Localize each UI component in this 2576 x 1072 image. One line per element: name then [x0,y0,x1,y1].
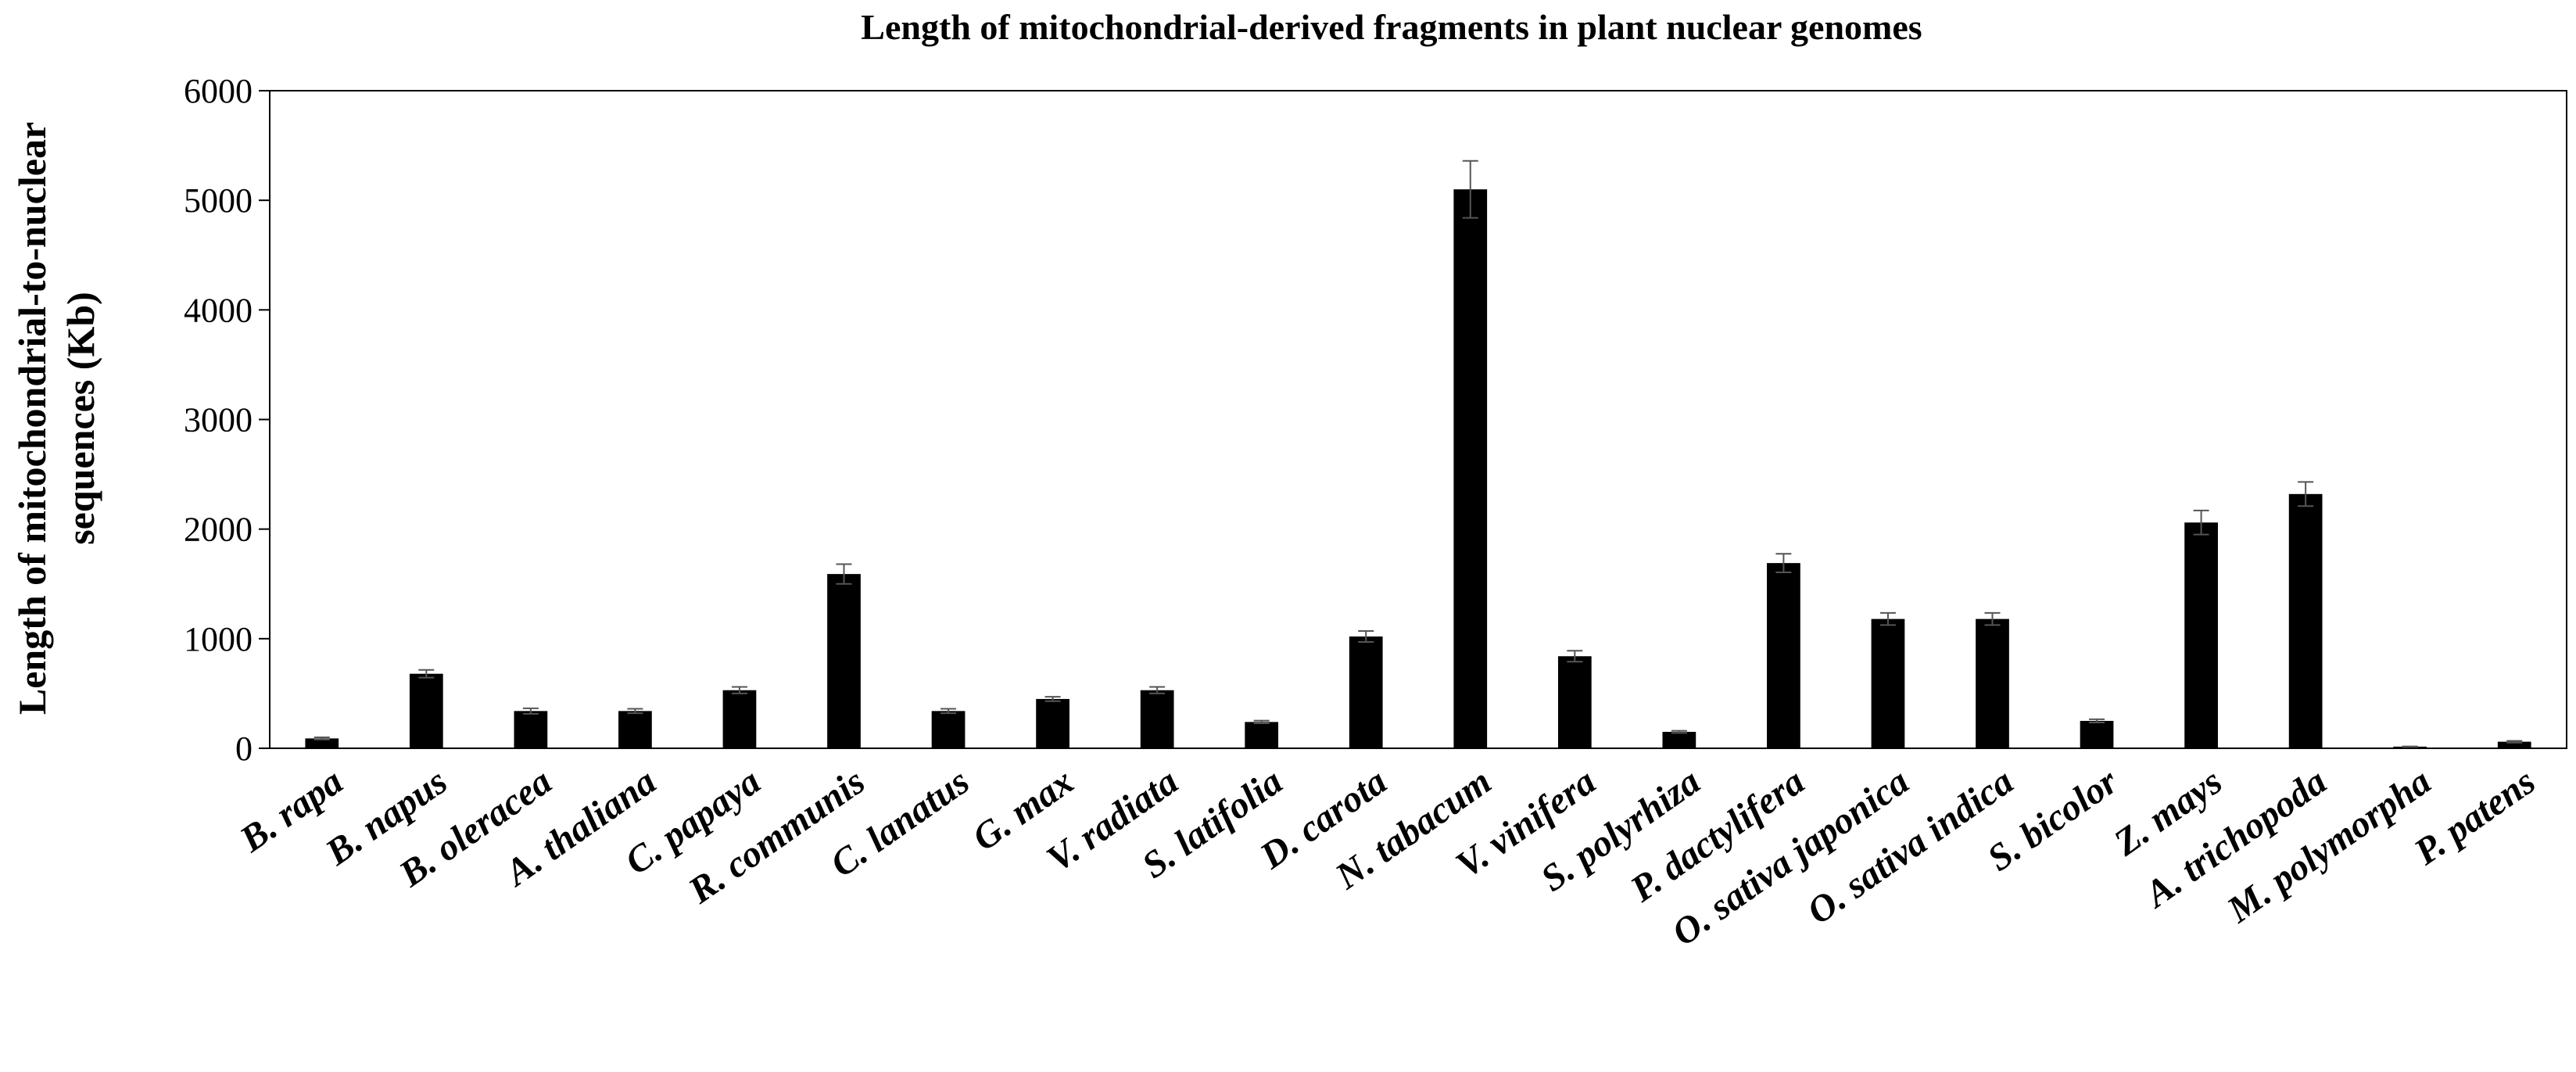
bar [722,690,757,748]
error-bar [1253,719,1270,725]
bar [1036,698,1069,748]
bar [2497,741,2531,748]
bar [2080,720,2114,748]
y-axis-label-line-1: Length of mitochondrial-to-nuclear [10,122,54,715]
bar [1453,189,1488,748]
y-axis-label-line-2: sequences (Kb) [59,292,102,545]
bar [1871,618,1905,748]
error-bar [1984,611,2001,626]
bar [1557,656,1592,748]
bar [305,738,339,748]
error-bar [2298,481,2314,507]
error-bar [627,708,643,715]
y-tick-label: 4000 [184,291,253,329]
y-tick-label: 6000 [184,72,253,110]
error-bar [2506,740,2523,744]
bar [514,711,548,748]
bars [305,189,2531,748]
bar [1976,618,2009,748]
error-bar [731,686,747,694]
chart-title: Length of mitochondrial-derived fragment… [861,7,1922,47]
y-tick-label: 5000 [184,181,253,220]
bar [1245,722,1279,748]
bar [2184,522,2218,748]
bar [1140,690,1174,748]
plot-area [269,90,2567,749]
y-tick-label: 1000 [184,620,253,658]
error-bar [940,708,957,715]
error-bar [1044,696,1061,702]
bar [1767,563,1800,748]
plot-border [269,90,2567,749]
x-tick-label: P. patens [2406,761,2543,873]
error-bar [1149,686,1166,694]
bar [931,711,966,748]
bar [409,673,443,748]
error-bar [1358,630,1374,644]
bar [618,711,652,748]
error-bar [2402,745,2418,748]
y-tick-label: 2000 [184,511,253,549]
error-bar [313,736,330,740]
error-bar [836,563,852,585]
bar [827,574,861,748]
error-bar [2193,509,2209,536]
error-bar [2089,718,2105,724]
error-bar [1671,730,1687,734]
error-bars [313,160,2523,748]
error-bar [1462,160,1478,219]
bar [1662,731,1696,748]
bar [1349,636,1383,748]
bar [2288,493,2323,748]
y-tick-label: 3000 [184,401,253,439]
error-bar [1567,650,1583,663]
error-bar [522,707,539,715]
error-bar [418,669,435,679]
y-axis: 0 1000 2000 3000 4000 5000 6000 [184,72,270,768]
error-bar [1879,611,1896,626]
error-bar [1775,553,1792,574]
y-tick-label: 0 [235,730,253,768]
